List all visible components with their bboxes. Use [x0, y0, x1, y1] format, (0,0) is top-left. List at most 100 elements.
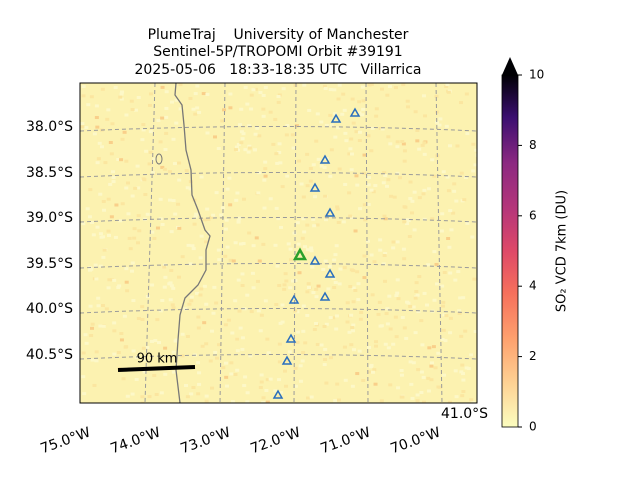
noise-pixel [205, 131, 210, 135]
noise-pixel [241, 242, 246, 246]
noise-pixel [430, 158, 435, 162]
noise-pixel [356, 282, 361, 286]
noise-pixel [90, 326, 95, 330]
noise-pixel [344, 139, 349, 143]
noise-pixel [419, 319, 424, 323]
noise-pixel [273, 243, 278, 247]
noise-pixel [141, 346, 146, 350]
noise-pixel [254, 236, 259, 240]
noise-pixel [109, 278, 114, 282]
noise-pixel [199, 175, 204, 179]
noise-pixel [432, 174, 437, 178]
noise-pixel [266, 351, 271, 355]
noise-pixel [305, 313, 310, 317]
noise-pixel [429, 361, 434, 365]
noise-pixel [103, 161, 108, 165]
target-volcano [292, 247, 308, 261]
noise-pixel [308, 179, 313, 183]
noise-pixel [401, 247, 406, 251]
colorbar-extend [502, 57, 518, 75]
noise-pixel [367, 83, 372, 87]
noise-pixel [81, 351, 86, 355]
noise-pixel [141, 123, 146, 127]
colorbar-ticks: 0 2 4 6 8 10 [518, 68, 544, 434]
noise-pixel [94, 277, 99, 281]
lon-label: 75.0°W [38, 424, 92, 457]
noise-pixel [374, 107, 379, 111]
noise-pixel [97, 141, 102, 145]
noise-pixel [457, 311, 462, 315]
noise-pixel [448, 271, 453, 275]
noise-pixel [233, 148, 238, 152]
noise-pixel [409, 211, 414, 215]
noise-pixel [434, 262, 439, 266]
noise-pixel [127, 236, 132, 240]
noise-pixel [224, 218, 229, 222]
noise-pixel [219, 213, 224, 217]
noise-pixel [220, 119, 225, 123]
noise-pixel [473, 163, 477, 167]
noise-pixel [131, 349, 136, 353]
noise-pixel [102, 248, 107, 252]
noise-pixel [350, 329, 355, 333]
noise-pixel [150, 283, 155, 287]
noise-pixel [459, 334, 464, 338]
noise-pixel [301, 304, 306, 308]
noise-pixel [293, 366, 298, 370]
noise-pixel [268, 377, 273, 381]
lat-label: 39.0°S [26, 210, 73, 226]
noise-pixel [276, 100, 281, 104]
noise-pixel [81, 84, 86, 88]
noise-pixel [363, 218, 368, 222]
noise-pixel [177, 161, 182, 165]
noise-pixel [193, 215, 198, 219]
noise-pixel [314, 295, 319, 299]
noise-pixel [170, 303, 175, 307]
noise-pixel [379, 399, 384, 403]
noise-pixel [157, 341, 162, 345]
noise-pixel [136, 95, 141, 99]
noise-pixel [86, 103, 91, 107]
noise-pixel [471, 401, 476, 403]
noise-pixel [308, 166, 313, 170]
noise-pixel [228, 92, 233, 96]
noise-pixel [204, 394, 209, 398]
noise-pixel [209, 329, 214, 333]
noise-pixel [440, 212, 445, 216]
noise-pixel [376, 312, 381, 316]
noise-pixel [405, 222, 410, 226]
lon-label: 71.0°W [318, 424, 372, 457]
noise-pixel [136, 316, 141, 320]
noise-pixel [383, 174, 388, 178]
noise-pixel [358, 207, 363, 211]
noise-pixel [277, 342, 282, 346]
noise-pixel [427, 346, 432, 350]
noise-pixel [277, 378, 282, 382]
noise-pixel [441, 170, 446, 174]
noise-pixel [447, 144, 452, 148]
title-line: PlumeTraj University of Manchester [148, 27, 409, 43]
noise-pixel [306, 286, 311, 290]
noise-pixel [345, 320, 350, 324]
noise-pixel [89, 334, 94, 338]
noise-pixel [377, 300, 382, 304]
noise-pixel [180, 255, 185, 259]
noise-pixel [198, 293, 203, 297]
noise-pixel [469, 353, 474, 357]
noise-pixel [395, 171, 400, 175]
noise-pixel [120, 90, 125, 94]
noise-pixel [355, 372, 360, 376]
noise-pixel [195, 84, 200, 88]
noise-pixel [118, 219, 123, 223]
noise-pixel [322, 84, 327, 88]
noise-pixel [411, 305, 416, 309]
noise-pixel [337, 167, 342, 171]
noise-pixel [321, 267, 326, 271]
noise-pixel [196, 315, 201, 319]
noise-pixel [400, 315, 405, 319]
noise-pixel [100, 304, 105, 308]
grid [80, 83, 477, 403]
noise-pixel [261, 107, 266, 111]
lon-label: 74.0°W [108, 424, 162, 457]
